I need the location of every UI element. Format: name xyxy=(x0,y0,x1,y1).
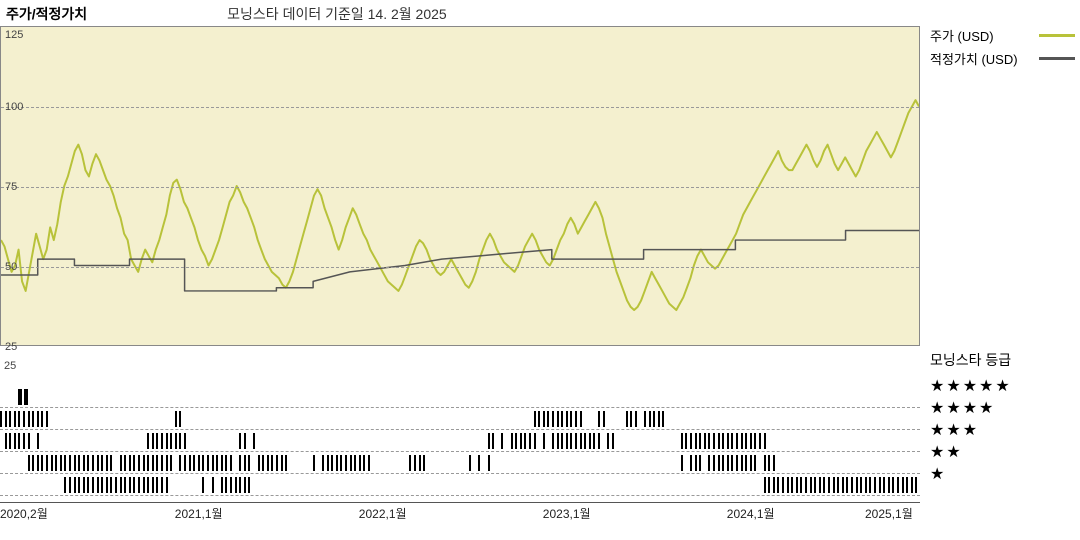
y-tick-label: 50 xyxy=(5,261,17,273)
legend-price-swatch xyxy=(1039,34,1075,37)
rating-row xyxy=(0,386,920,408)
title-row: 주가/적정가치 모닝스타 데이터 기준일 14. 2월 2025 xyxy=(0,0,1080,26)
legend-fair-swatch xyxy=(1039,57,1075,60)
rating-y-label: 25 xyxy=(4,360,16,372)
x-tick-label: 2021,1월 xyxy=(175,505,223,522)
y-tick-label: 100 xyxy=(5,101,23,113)
x-tick-label: 2022,1월 xyxy=(359,505,407,522)
chart-title: 주가/적정가치 xyxy=(6,4,87,24)
price-fairvalue-chart: 주가/적정가치 모닝스타 데이터 기준일 14. 2월 2025 25 50 75 1… xyxy=(0,0,1080,540)
stars-row: ★ xyxy=(930,464,1075,486)
x-tick-label: 2025,1월 xyxy=(865,505,913,522)
main-line-chart: 255075100125 xyxy=(0,26,920,346)
y-tick-label: 75 xyxy=(5,181,17,193)
x-tick-label: 2020,2월 xyxy=(0,505,48,522)
rating-legend-title: 모닝스타 등급 xyxy=(930,350,1075,370)
legend-fair-label: 적정가치 (USD) xyxy=(930,49,1018,68)
price-svg xyxy=(1,27,919,345)
legend: 주가 (USD) 적정가치 (USD) xyxy=(930,26,1075,72)
legend-price: 주가 (USD) xyxy=(930,26,1075,45)
stars-row: ★★★★★ xyxy=(930,376,1075,398)
rating-legend: 모닝스타 등급 ★★★★★★★★★★★★★★★ xyxy=(930,350,1075,486)
rating-row xyxy=(0,452,920,474)
x-axis: 2020,2월 2021,1월 2022,1월 2023,1월 2024,1월 2025,… xyxy=(0,502,920,522)
y-tick-label: 25 xyxy=(5,341,17,353)
stars-row: ★★★★ xyxy=(930,398,1075,420)
rating-row xyxy=(0,408,920,430)
x-tick-label: 2024,1월 xyxy=(727,505,775,522)
stars-container: ★★★★★★★★★★★★★★★ xyxy=(930,376,1075,486)
y-tick-label: 125 xyxy=(5,29,23,41)
chart-subtitle: 모닝스타 데이터 기준일 14. 2월 2025 xyxy=(227,4,447,24)
stars-row: ★★★ xyxy=(930,420,1075,442)
rating-row xyxy=(0,430,920,452)
legend-price-label: 주가 (USD) xyxy=(930,26,994,45)
rating-bar-chart: 25 xyxy=(0,360,920,500)
stars-row: ★★ xyxy=(930,442,1075,464)
x-tick-label: 2023,1월 xyxy=(543,505,591,522)
legend-fair: 적정가치 (USD) xyxy=(930,49,1075,68)
rating-row xyxy=(0,474,920,496)
